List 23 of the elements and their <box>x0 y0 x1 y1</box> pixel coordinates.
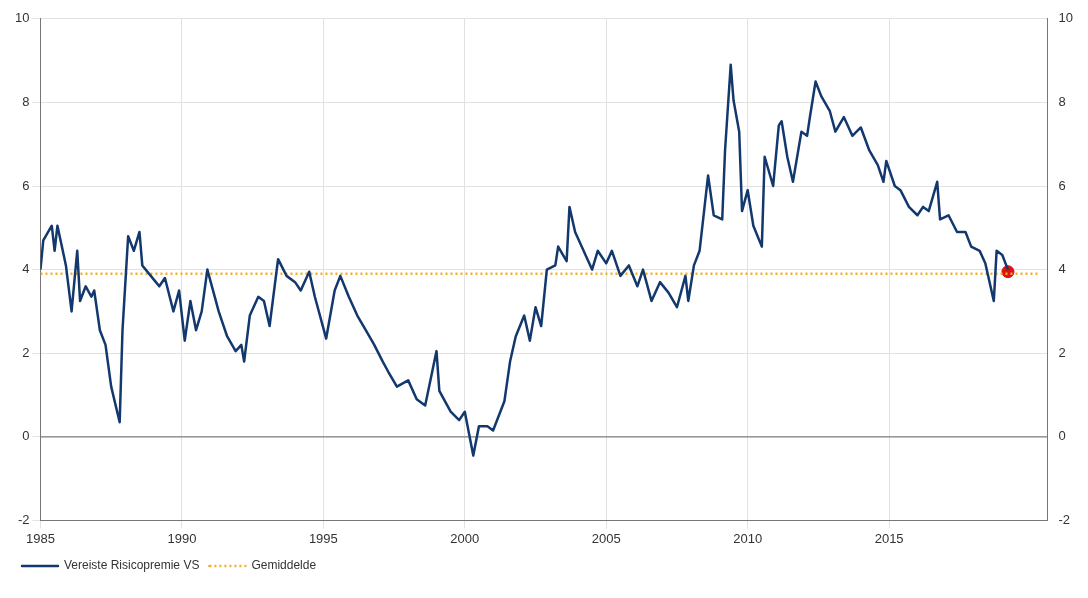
y2-tick-label: 6 <box>1058 177 1066 193</box>
y-tick-label: 10 <box>14 10 30 26</box>
y-tick-label: 2 <box>22 344 30 360</box>
legend-label: Vereiste Risicopremie VS <box>64 558 200 573</box>
x-tick-label: 2010 <box>733 530 763 546</box>
x-tick-label: 1990 <box>167 530 197 546</box>
y-tick-label: 6 <box>22 177 30 193</box>
y2-tick-label: -2 <box>1058 511 1071 527</box>
y2-tick-label: 0 <box>1058 428 1066 444</box>
y-tick-label: -2 <box>17 511 30 527</box>
y-tick-label: 0 <box>22 428 30 444</box>
x-tick-label: 2015 <box>874 530 904 546</box>
y2-tick-label: 2 <box>1058 344 1066 360</box>
y2-tick-label: 10 <box>1058 10 1074 26</box>
y-tick-label: 8 <box>22 93 30 109</box>
y2-tick-label: 8 <box>1058 93 1066 109</box>
y2-tick-label: 4 <box>1058 261 1066 277</box>
y-tick-label: 4 <box>22 261 30 277</box>
legend-label: Gemiddelde <box>251 558 317 573</box>
x-tick-label: 2005 <box>591 530 621 546</box>
x-tick-label: 1985 <box>26 530 55 546</box>
x-tick-label: 2000 <box>450 530 480 546</box>
x-tick-label: 1995 <box>308 530 338 546</box>
